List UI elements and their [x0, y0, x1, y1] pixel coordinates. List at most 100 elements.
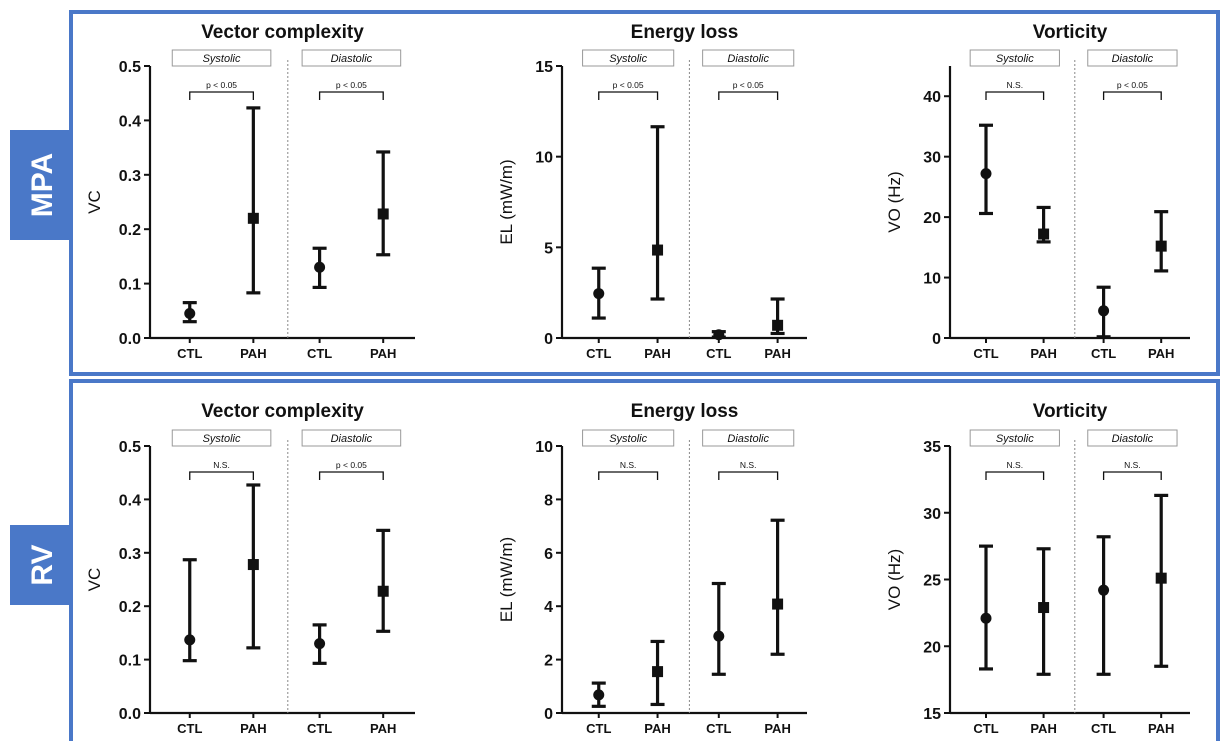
y-tick-label: 0.4: [119, 113, 141, 130]
group-label: Diastolic: [727, 53, 769, 65]
significance-bracket: [1102, 471, 1162, 480]
group-label-box: [1087, 49, 1178, 67]
charts: Vector complexity VC 0.0 0.1 0.2 0.3 0.4 0.5 CTL…: [85, 22, 1190, 736]
data-point-square: [247, 212, 259, 224]
significance-bracket: [189, 91, 254, 100]
data-point-square: [247, 559, 259, 571]
group-label: Systolic: [996, 433, 1034, 445]
chart-title: Vector complexity: [201, 401, 364, 422]
group-label: Diastolic: [1112, 433, 1154, 445]
y-tick-label: 0.3: [119, 168, 141, 185]
data-point-square: [772, 598, 784, 610]
group-label: Diastolic: [331, 53, 373, 65]
x-tick-label: CTL: [177, 721, 202, 736]
chart-panel: Energy loss EL (mW/m) 0 5 10 15 CTL PAH CTL PAH Sy…: [497, 22, 807, 361]
chart-title: Energy loss: [631, 22, 739, 43]
data-point-square: [1155, 572, 1167, 584]
y-tick-label: 6: [544, 546, 553, 563]
x-tick-label: PAH: [644, 721, 670, 736]
x-tick-label: PAH: [1148, 346, 1174, 361]
data-point-square: [1155, 240, 1167, 252]
group-label-box: [969, 429, 1060, 447]
chart-title: Vorticity: [1033, 401, 1108, 422]
data-point-circle: [1098, 584, 1110, 596]
group-label: Systolic: [996, 53, 1034, 65]
group-label: Systolic: [609, 53, 647, 65]
y-tick-label: 15: [535, 59, 553, 76]
data-point-square: [652, 666, 664, 678]
group-label-box: [702, 49, 795, 67]
significance-label: p < 0.05: [336, 460, 367, 470]
group-label: Diastolic: [727, 433, 769, 445]
y-tick-label: 0: [544, 706, 553, 723]
significance-label: N.S.: [1124, 460, 1141, 470]
significance-label: N.S.: [620, 460, 637, 470]
y-tick-label: 0.1: [119, 277, 141, 294]
significance-label: p < 0.05: [336, 80, 367, 90]
data-point-circle: [713, 329, 725, 341]
x-tick-label: PAH: [240, 346, 266, 361]
y-tick-label: 40: [923, 89, 941, 106]
x-tick-label: CTL: [586, 721, 611, 736]
y-tick-label: 10: [535, 439, 553, 456]
y-tick-label: 0.2: [119, 222, 141, 239]
group-label: Diastolic: [331, 433, 373, 445]
y-axis-label: VC: [85, 568, 104, 592]
chart-panel: Vorticity VO (Hz) 15 20 25 30 35 CTL PAH CTL PAH Sy…: [885, 401, 1190, 736]
y-tick-label: 20: [923, 210, 941, 227]
y-tick-label: 10: [923, 271, 941, 288]
y-tick-label: 0.5: [119, 59, 141, 76]
group-label: Diastolic: [1112, 53, 1154, 65]
x-tick-label: PAH: [370, 346, 396, 361]
x-tick-label: CTL: [1091, 721, 1116, 736]
x-tick-label: PAH: [1030, 346, 1056, 361]
y-tick-label: 0.4: [119, 492, 141, 509]
x-tick-label: CTL: [706, 721, 731, 736]
chart-panel: Vector complexity VC 0.0 0.1 0.2 0.3 0.4 0.5 CTL…: [85, 401, 415, 736]
y-tick-label: 20: [923, 639, 941, 656]
data-point-square: [772, 319, 784, 331]
group-label-box: [171, 49, 272, 67]
significance-bracket: [318, 471, 384, 480]
data-point-square: [652, 244, 664, 256]
x-tick-label: CTL: [1091, 346, 1116, 361]
y-tick-label: 25: [923, 573, 941, 590]
y-tick-label: 30: [923, 506, 941, 523]
row-label-rv-text: RV: [26, 544, 59, 585]
row-label-mpa: MPA: [10, 130, 72, 240]
significance-bracket: [598, 91, 659, 100]
significance-label: p < 0.05: [1117, 80, 1148, 90]
x-tick-label: PAH: [764, 346, 790, 361]
significance-bracket: [718, 91, 779, 100]
significance-bracket: [718, 471, 779, 480]
x-tick-label: PAH: [240, 721, 266, 736]
data-point-circle: [593, 288, 605, 300]
group-label-box: [702, 429, 795, 447]
y-tick-label: 0.3: [119, 546, 141, 563]
significance-label: p < 0.05: [613, 80, 644, 90]
data-point-circle: [593, 689, 605, 701]
y-tick-label: 15: [923, 706, 941, 723]
chart-title: Energy loss: [631, 401, 739, 422]
y-axis-label: EL (mW/m): [497, 537, 516, 622]
y-axis-label: VO (Hz): [885, 549, 904, 610]
significance-bracket: [1102, 91, 1162, 100]
data-point-square: [377, 585, 389, 597]
y-axis-label: VC: [85, 190, 104, 214]
significance-label: p < 0.05: [206, 80, 237, 90]
x-tick-label: PAH: [644, 346, 670, 361]
x-tick-label: PAH: [764, 721, 790, 736]
y-tick-label: 10: [535, 150, 553, 167]
data-point-square: [1038, 602, 1050, 614]
x-tick-label: CTL: [706, 346, 731, 361]
y-tick-label: 0.0: [119, 706, 141, 723]
data-point-circle: [314, 638, 326, 650]
chart-panel: Vorticity VO (Hz) 0 10 20 30 40 CTL PAH CTL PAH Sys…: [885, 22, 1190, 361]
x-tick-label: PAH: [1030, 721, 1056, 736]
x-tick-label: CTL: [586, 346, 611, 361]
data-point-circle: [184, 308, 196, 320]
y-tick-label: 0: [932, 331, 941, 348]
chart-panel: Vector complexity VC 0.0 0.1 0.2 0.3 0.4 0.5 CTL…: [85, 22, 415, 361]
group-label: Systolic: [609, 433, 647, 445]
chart-title: Vector complexity: [201, 22, 364, 43]
